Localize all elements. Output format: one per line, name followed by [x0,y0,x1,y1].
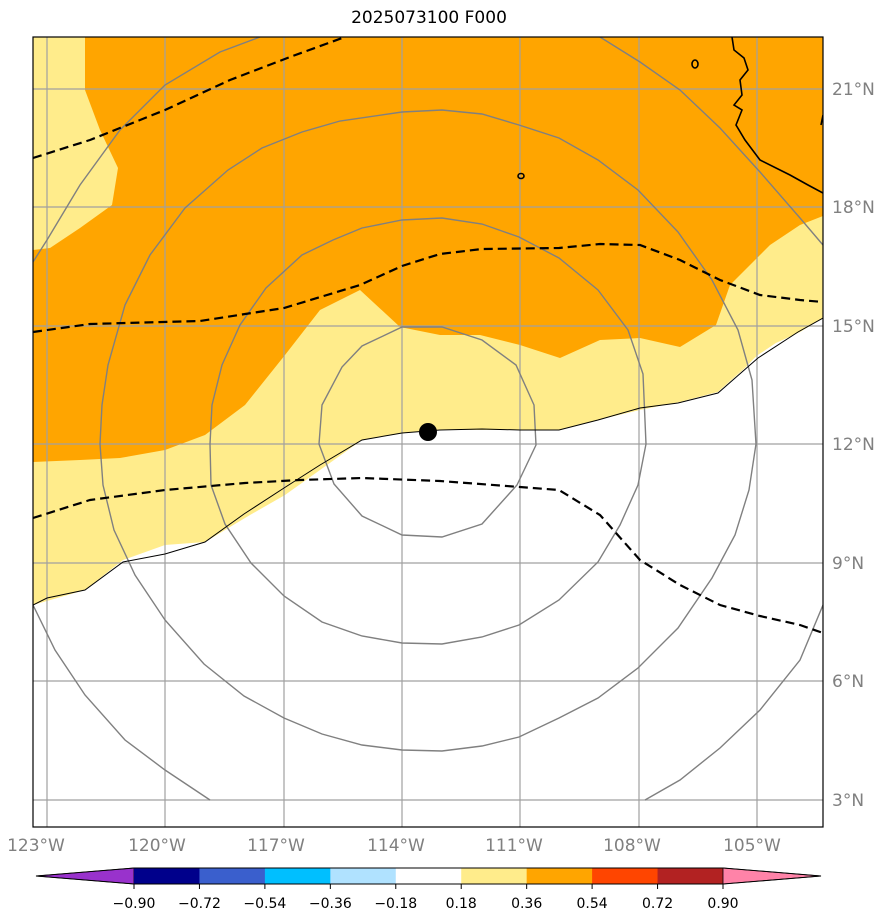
lat-label: 6°N [832,672,864,692]
colorbar-segment [264,868,331,884]
lon-label: 117°W [247,836,305,856]
colorbar-tick-label: −0.54 [243,896,286,912]
lon-label: 114°W [367,836,425,856]
colorbar-segment [526,868,593,884]
colorbar-tick-label: 0.90 [707,896,738,912]
colorbar-tick-label: 0.18 [446,896,477,912]
colorbar-segment [330,868,397,884]
lat-label: 21°N [832,80,875,100]
lat-label: 9°N [832,554,864,574]
dashed-contours [33,37,823,635]
colorbar-tick-label: 0.36 [511,896,542,912]
map-panel [33,37,823,827]
colorbar-segment [199,868,266,884]
range-rings [33,37,823,801]
colorbar-segment [657,868,724,884]
colorbar-tick-label: −0.72 [178,896,221,912]
lat-labels: 21°N 18°N 15°N 12°N 9°N 6°N 3°N [832,80,875,811]
lon-label: 108°W [603,836,661,856]
lon-labels: 123°W 120°W 117°W 114°W 111°W 108°W 105°… [7,836,781,856]
colorbar-segment [592,868,659,884]
colorbar-segment [395,868,462,884]
lat-label: 15°N [832,317,875,337]
colorbar-extend-min [35,867,135,885]
field-orange [33,37,823,462]
colorbar-tick-label: −0.36 [309,896,352,912]
lon-label: 123°W [7,836,65,856]
colorbar-segment [461,868,528,884]
colorbar-segment [134,868,200,884]
lat-label: 12°N [832,435,875,455]
colorbar-tick-label: 0.54 [577,896,608,912]
colorbar: −0.90 −0.72 −0.54 −0.36 −0.18 0.18 0.36 0.54 0.7… [35,867,822,912]
land-coast-northeast [517,37,823,194]
storm-center-marker [419,423,437,441]
lon-label: 105°W [723,836,781,856]
map-title: 2025073100 F000 [351,8,507,28]
lat-label: 3°N [832,791,864,811]
lon-label: 111°W [485,836,543,856]
colorbar-tick-label: −0.90 [113,896,156,912]
colorbar-tick-label: 0.72 [642,896,673,912]
graticule [33,37,823,827]
lat-label: 18°N [832,198,875,218]
colorbar-tick-label: −0.18 [374,896,417,912]
colorbar-extend-max [722,867,822,885]
lon-label: 120°W [128,836,186,856]
map-frame [32,36,824,828]
